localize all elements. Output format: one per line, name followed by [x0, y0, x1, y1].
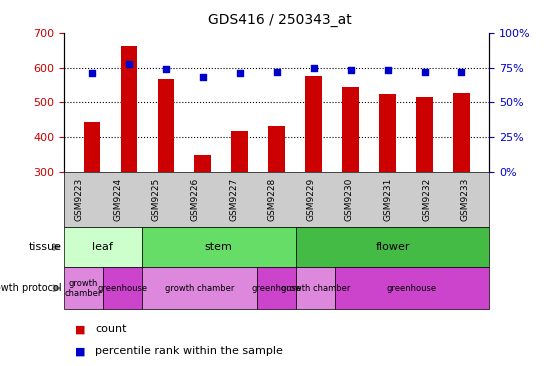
Text: GSM9223: GSM9223	[74, 178, 84, 221]
Text: GSM9232: GSM9232	[422, 178, 431, 221]
Point	[383, 68, 392, 74]
Point	[457, 69, 466, 75]
Text: growth chamber: growth chamber	[281, 284, 350, 293]
Text: count: count	[95, 324, 126, 335]
Bar	[305, 76, 322, 172]
Point	[420, 69, 429, 75]
Text: GSM9231: GSM9231	[383, 178, 392, 221]
Text: GDS416 / 250343_at: GDS416 / 250343_at	[207, 13, 352, 27]
Text: growth
chamber: growth chamber	[65, 279, 102, 298]
Bar	[121, 46, 137, 172]
Text: flower: flower	[375, 242, 410, 252]
Bar	[453, 93, 470, 172]
Bar	[342, 87, 359, 172]
Text: GSM9225: GSM9225	[152, 178, 161, 221]
Text: GSM9228: GSM9228	[268, 178, 277, 221]
Text: GSM9226: GSM9226	[191, 178, 200, 221]
Bar	[379, 94, 396, 172]
Text: leaf: leaf	[92, 242, 113, 252]
Bar	[195, 154, 211, 172]
Point	[346, 68, 355, 74]
Text: GSM9230: GSM9230	[345, 178, 354, 221]
Text: greenhouse: greenhouse	[252, 284, 302, 293]
Point	[235, 70, 244, 76]
Bar	[158, 79, 174, 172]
Point	[198, 75, 207, 81]
Text: GSM9227: GSM9227	[229, 178, 238, 221]
Point	[162, 66, 170, 72]
Text: stem: stem	[205, 242, 233, 252]
Text: greenhouse: greenhouse	[387, 284, 437, 293]
Point	[87, 70, 96, 76]
Text: tissue: tissue	[29, 242, 61, 252]
Point	[125, 61, 134, 67]
Bar	[231, 131, 248, 172]
Text: GSM9224: GSM9224	[113, 178, 122, 221]
Text: growth chamber: growth chamber	[165, 284, 234, 293]
Text: greenhouse: greenhouse	[97, 284, 147, 293]
Bar	[268, 126, 285, 172]
Text: growth protocol: growth protocol	[0, 283, 61, 293]
Point	[272, 69, 281, 75]
Text: GSM9233: GSM9233	[461, 178, 470, 221]
Point	[309, 65, 318, 71]
Text: ■: ■	[75, 324, 86, 335]
Text: ■: ■	[75, 346, 86, 356]
Text: percentile rank within the sample: percentile rank within the sample	[95, 346, 283, 356]
Bar	[416, 97, 433, 172]
Text: GSM9229: GSM9229	[306, 178, 315, 221]
Bar	[84, 122, 100, 172]
